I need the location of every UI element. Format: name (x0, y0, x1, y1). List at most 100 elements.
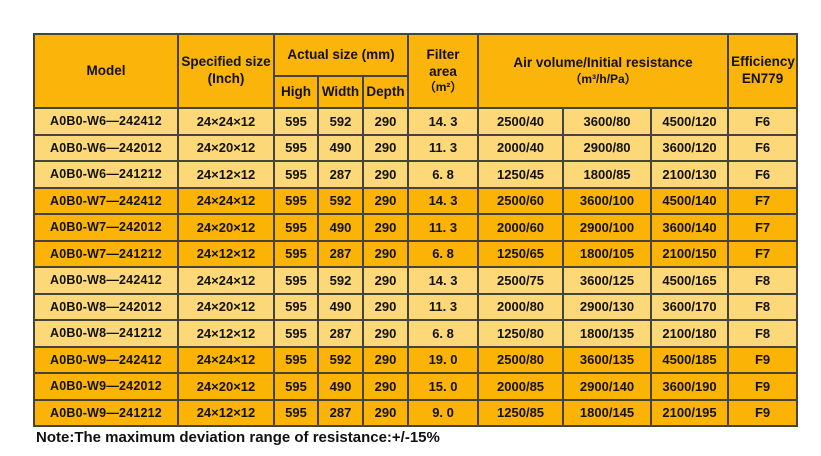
cell-model: A0B0-W9—242012 (33, 372, 179, 401)
filter-spec-table: Model Specified size (Inch) Actual size … (33, 33, 799, 427)
cell-depth: 290 (361, 107, 410, 136)
cell-air-volume-3: 4500/165 (650, 266, 730, 295)
cell-air-volume-2: 3600/125 (562, 266, 653, 295)
cell-model: A0B0-W8—242412 (33, 266, 179, 295)
cell-high: 595 (273, 319, 319, 348)
cell-air-volume-1: 2000/80 (477, 292, 565, 321)
table-row: A0B0-W7—242412 24×24×12 595 592 290 14. … (33, 186, 799, 215)
cell-air-volume-1: 2000/60 (477, 213, 565, 242)
table-row: A0B0-W7—241212 24×12×12 595 287 290 6. 8… (33, 239, 799, 268)
cell-air-volume-1: 2000/40 (477, 133, 565, 162)
cell-air-volume-1: 1250/80 (477, 319, 565, 348)
cell-width: 592 (317, 345, 364, 374)
header-filter-area-line2: area (429, 63, 457, 79)
cell-air-volume-2: 2900/140 (562, 372, 653, 401)
table-row: A0B0-W8—242012 24×20×12 595 490 290 11. … (33, 292, 799, 321)
table-row: A0B0-W6—241212 24×12×12 595 287 290 6. 8… (33, 160, 799, 189)
cell-width: 490 (317, 372, 364, 401)
cell-efficiency: F8 (727, 266, 799, 295)
cell-high: 595 (273, 345, 319, 374)
cell-efficiency: F6 (727, 160, 799, 189)
header-specified-size: Specified size (Inch) (177, 33, 275, 109)
cell-model: A0B0-W7—241212 (33, 239, 179, 268)
cell-high: 595 (273, 186, 319, 215)
header-specified-size-label: Specified size (181, 54, 271, 70)
header-actual-size: Actual size (mm) (272, 33, 410, 77)
cell-efficiency: F7 (727, 239, 799, 268)
header-efficiency-standard: EN779 (741, 71, 784, 86)
cell-efficiency: F6 (727, 133, 799, 162)
resistance-deviation-note: Note:The maximum deviation range of resi… (36, 429, 440, 446)
cell-model: A0B0-W6—241212 (33, 160, 179, 189)
cell-air-volume-3: 2100/180 (650, 319, 730, 348)
header-efficiency: Efficiency EN779 (727, 33, 799, 109)
cell-air-volume-2: 3600/135 (562, 345, 653, 374)
table-body: A0B0-W6—242412 24×24×12 595 592 290 14. … (33, 107, 799, 427)
cell-width: 592 (317, 266, 364, 295)
cell-specified-size: 24×12×12 (177, 319, 275, 348)
cell-depth: 290 (361, 266, 410, 295)
cell-depth: 290 (361, 372, 410, 401)
cell-filter-area: 6. 8 (407, 239, 480, 268)
cell-air-volume-3: 3600/140 (650, 213, 730, 242)
cell-specified-size: 24×24×12 (177, 186, 275, 215)
cell-air-volume-1: 1250/65 (477, 239, 565, 268)
cell-depth: 290 (361, 213, 410, 242)
table-row: A0B0-W7—242012 24×20×12 595 490 290 11. … (33, 213, 799, 242)
cell-air-volume-3: 3600/120 (650, 133, 730, 162)
cell-efficiency: F7 (727, 186, 799, 215)
header-filter-area-line1: Filter (426, 46, 460, 62)
cell-air-volume-1: 1250/45 (477, 160, 565, 189)
cell-high: 595 (273, 213, 319, 242)
table-row: A0B0-W9—242412 24×24×12 595 592 290 19. … (33, 345, 799, 374)
cell-filter-area: 14. 3 (407, 186, 480, 215)
cell-width: 490 (317, 213, 364, 242)
cell-model: A0B0-W9—242412 (33, 345, 179, 374)
cell-specified-size: 24×24×12 (177, 345, 275, 374)
cell-air-volume-3: 4500/120 (650, 107, 730, 136)
cell-air-volume-1: 1250/85 (477, 398, 565, 427)
cell-efficiency: F9 (727, 345, 799, 374)
cell-model: A0B0-W9—241212 (33, 398, 179, 427)
cell-filter-area: 6. 8 (407, 319, 480, 348)
header-high: High (273, 75, 319, 109)
cell-filter-area: 9. 0 (407, 398, 480, 427)
cell-high: 595 (273, 372, 319, 401)
cell-high: 595 (273, 133, 319, 162)
cell-air-volume-3: 3600/170 (650, 292, 730, 321)
table-row: A0B0-W6—242412 24×24×12 595 592 290 14. … (33, 107, 799, 136)
cell-efficiency: F8 (727, 292, 799, 321)
cell-air-volume-1: 2500/60 (477, 186, 565, 215)
cell-efficiency: F9 (727, 398, 799, 427)
cell-specified-size: 24×24×12 (177, 266, 275, 295)
cell-specified-size: 24×24×12 (177, 107, 275, 136)
cell-air-volume-2: 3600/100 (562, 186, 653, 215)
cell-air-volume-2: 3600/80 (562, 107, 653, 136)
cell-depth: 290 (361, 160, 410, 189)
header-width: Width (317, 75, 364, 109)
cell-specified-size: 24×12×12 (177, 398, 275, 427)
table-row: A0B0-W8—242412 24×24×12 595 592 290 14. … (33, 266, 799, 295)
cell-air-volume-3: 4500/140 (650, 186, 730, 215)
table-row: A0B0-W6—242012 24×20×12 595 490 290 11. … (33, 133, 799, 162)
cell-air-volume-2: 1800/85 (562, 160, 653, 189)
table-header: Model Specified size (Inch) Actual size … (33, 33, 799, 109)
cell-depth: 290 (361, 398, 410, 427)
header-depth: Depth (361, 75, 410, 109)
cell-depth: 290 (361, 292, 410, 321)
cell-high: 595 (273, 239, 319, 268)
header-filter-area-unit: （m²） (423, 80, 463, 95)
cell-width: 490 (317, 133, 364, 162)
cell-air-volume-2: 1800/145 (562, 398, 653, 427)
header-specified-size-unit: (Inch) (207, 71, 245, 86)
cell-high: 595 (273, 292, 319, 321)
cell-filter-area: 15. 0 (407, 372, 480, 401)
cell-high: 595 (273, 160, 319, 189)
header-air-volume-label: Air volume/Initial resistance (513, 55, 693, 71)
cell-model: A0B0-W6—242412 (33, 107, 179, 136)
cell-specified-size: 24×20×12 (177, 213, 275, 242)
header-model: Model (33, 33, 179, 109)
cell-high: 595 (273, 266, 319, 295)
cell-filter-area: 6. 8 (407, 160, 480, 189)
